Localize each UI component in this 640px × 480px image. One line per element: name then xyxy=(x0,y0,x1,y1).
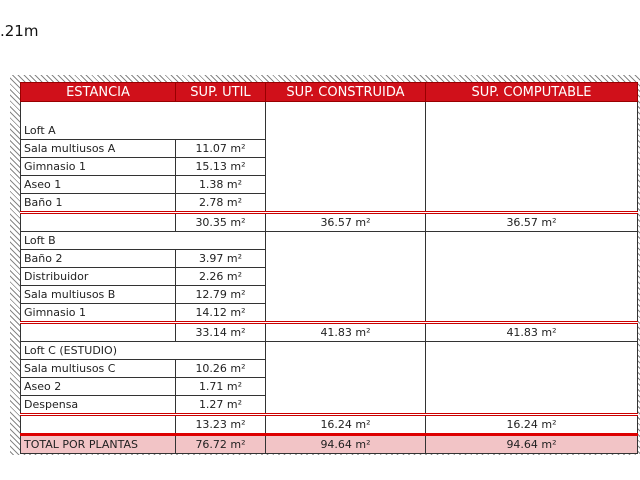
room-sup-util: 11.07 m² xyxy=(175,139,266,158)
construida-empty xyxy=(265,231,426,323)
subtotal-util: 33.14 m² xyxy=(175,321,266,342)
room-sup-util: 1.38 m² xyxy=(175,175,266,194)
header-sup-construida: SUP. CONSTRUIDA xyxy=(265,82,426,102)
construida-empty xyxy=(265,341,426,415)
subtotal-computable: 36.57 m² xyxy=(425,211,638,232)
group-label-row: Loft B xyxy=(20,231,638,323)
table-row: Despensa 1.27 m² xyxy=(20,395,638,415)
header-sup-util: SUP. UTIL xyxy=(175,82,266,102)
computable-empty xyxy=(425,341,638,415)
group-label: Loft C (ESTUDIO) xyxy=(20,341,266,360)
room-name: Gimnasio 1 xyxy=(20,303,176,323)
room-name: Distribuidor xyxy=(20,267,176,286)
dimension-note: .21m xyxy=(0,22,39,40)
surface-table: ESTANCIA SUP. UTIL SUP. CONSTRUIDA SUP. … xyxy=(20,82,638,454)
total-row: TOTAL POR PLANTAS 76.72 m² 94.64 m² 94.64 m… xyxy=(20,433,638,454)
table-row: Baño 2 3.97 m² xyxy=(20,249,638,268)
subtotal-computable: 16.24 m² xyxy=(425,413,638,435)
table-row: Sala multiusos A 11.07 m² xyxy=(20,139,638,158)
subtotal-row: 30.35 m² 36.57 m² 36.57 m² xyxy=(20,211,638,232)
subtotal-empty xyxy=(20,413,176,435)
total-computable: 94.64 m² xyxy=(425,433,638,454)
room-sup-util: 14.12 m² xyxy=(175,303,266,323)
subtotal-construida: 16.24 m² xyxy=(265,413,426,435)
group-label: Loft B xyxy=(20,231,266,250)
subtotal-row: 33.14 m² 41.83 m² 41.83 m² xyxy=(20,321,638,342)
room-name: Baño 1 xyxy=(20,193,176,213)
subtotal-empty xyxy=(20,211,176,232)
room-sup-util: 15.13 m² xyxy=(175,157,266,176)
room-sup-util: 12.79 m² xyxy=(175,285,266,304)
room-sup-util: 2.26 m² xyxy=(175,267,266,286)
subtotal-util: 30.35 m² xyxy=(175,211,266,232)
subtotal-row: 13.23 m² 16.24 m² 16.24 m² xyxy=(20,413,638,435)
room-sup-util: 2.78 m² xyxy=(175,193,266,213)
room-name: Aseo 1 xyxy=(20,175,176,194)
room-name: Gimnasio 1 xyxy=(20,157,176,176)
computable-empty xyxy=(425,101,638,213)
room-name: Baño 2 xyxy=(20,249,176,268)
group-label-row: Loft C (ESTUDIO) xyxy=(20,341,638,415)
total-construida: 94.64 m² xyxy=(265,433,426,454)
room-name: Aseo 2 xyxy=(20,377,176,396)
subtotal-construida: 41.83 m² xyxy=(265,321,426,342)
room-sup-util: 10.26 m² xyxy=(175,359,266,378)
subtotal-util: 13.23 m² xyxy=(175,413,266,435)
room-name: Sala multiusos A xyxy=(20,139,176,158)
computable-empty xyxy=(425,231,638,323)
blank-cell xyxy=(20,101,266,122)
table-row: Gimnasio 1 14.12 m² xyxy=(20,303,638,323)
header-sup-computable: SUP. COMPUTABLE xyxy=(425,82,638,102)
total-label: TOTAL POR PLANTAS xyxy=(20,433,176,454)
room-name: Sala multiusos B xyxy=(20,285,176,304)
room-name: Despensa xyxy=(20,395,176,415)
header-row: ESTANCIA SUP. UTIL SUP. CONSTRUIDA SUP. … xyxy=(20,82,638,102)
table-row: Distribuidor 2.26 m² xyxy=(20,267,638,286)
construida-empty xyxy=(265,101,426,213)
room-sup-util: 1.71 m² xyxy=(175,377,266,396)
blank-row xyxy=(20,101,638,213)
subtotal-computable: 41.83 m² xyxy=(425,321,638,342)
header-estancia: ESTANCIA xyxy=(20,82,176,102)
subtotal-empty xyxy=(20,321,176,342)
group-label: Loft A xyxy=(20,122,266,140)
total-util: 76.72 m² xyxy=(175,433,266,454)
subtotal-construida: 36.57 m² xyxy=(265,211,426,232)
room-sup-util: 1.27 m² xyxy=(175,395,266,415)
table-row: Aseo 1 1.38 m² xyxy=(20,175,638,194)
room-name: Sala multiusos C xyxy=(20,359,176,378)
room-sup-util: 3.97 m² xyxy=(175,249,266,268)
